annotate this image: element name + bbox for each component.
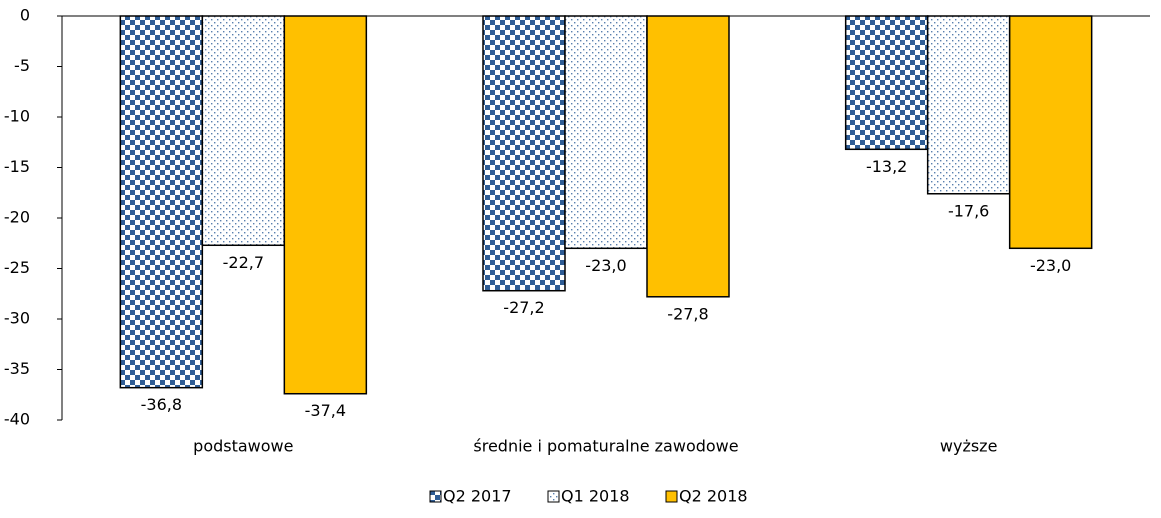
legend-label: Q2 2017 <box>443 487 512 506</box>
x-tick-label: wyższe <box>940 437 998 456</box>
bar <box>926 15 1011 195</box>
value-label: -36,8 <box>141 395 182 414</box>
value-label: -17,6 <box>948 201 989 220</box>
bar <box>646 15 730 298</box>
value-label: -23,0 <box>585 256 626 275</box>
y-tick-label: -35 <box>4 359 30 378</box>
bar <box>119 15 204 389</box>
value-label: -27,8 <box>667 304 708 323</box>
bar <box>844 15 929 151</box>
value-label: -13,2 <box>866 157 907 176</box>
value-label: -27,2 <box>503 298 544 317</box>
value-label: -37,4 <box>305 401 346 420</box>
bar <box>564 15 648 250</box>
y-tick-label: -40 <box>4 410 30 429</box>
y-tick-label: -25 <box>4 258 30 277</box>
y-tick-label: -30 <box>4 309 30 328</box>
y-tick-label: 0 <box>20 6 30 25</box>
y-tick-label: -5 <box>14 56 30 75</box>
legend-label: Q1 2018 <box>561 487 630 506</box>
bar <box>482 15 566 292</box>
y-tick-label: -10 <box>4 107 30 126</box>
legend-label: Q2 2018 <box>679 487 748 506</box>
y-tick-label: -15 <box>4 157 30 176</box>
value-label: -23,0 <box>1030 256 1071 275</box>
value-label: -22,7 <box>223 253 264 272</box>
x-tick-label: podstawowe <box>193 437 293 456</box>
bar <box>283 15 368 395</box>
y-tick-label: -20 <box>4 208 30 227</box>
x-tick-label: średnie i pomaturalne zawodowe <box>473 437 738 456</box>
bar <box>1008 15 1093 250</box>
bar <box>201 15 286 247</box>
legend-swatch <box>665 490 678 503</box>
legend-swatch <box>429 490 442 503</box>
legend-swatch <box>547 490 560 503</box>
